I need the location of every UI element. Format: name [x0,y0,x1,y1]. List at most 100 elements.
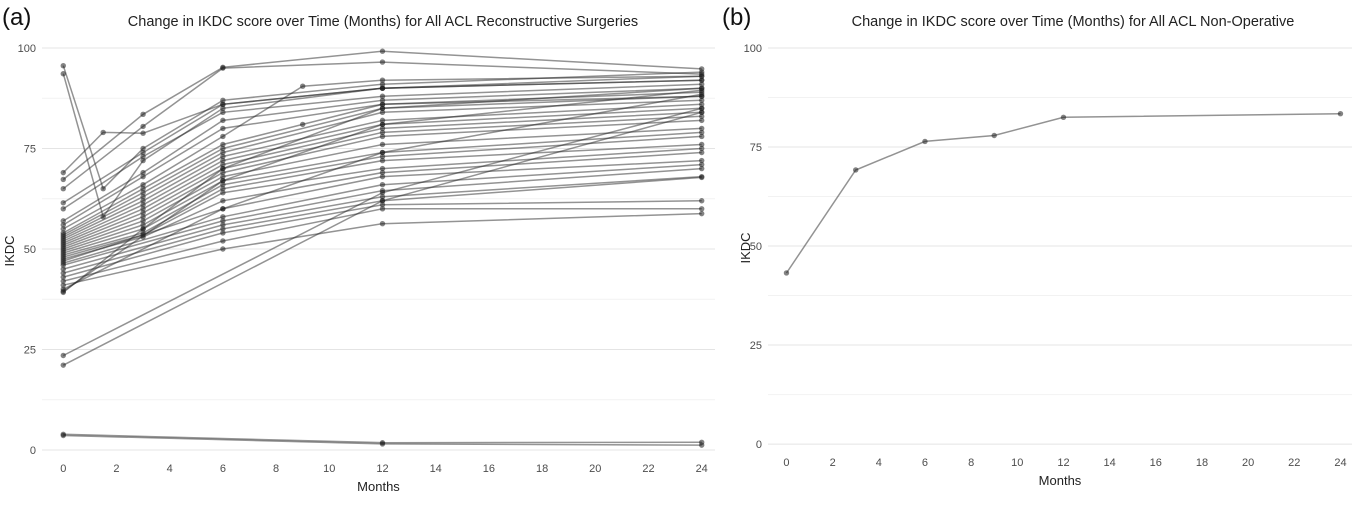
y-tick-label: 0 [30,445,36,457]
series-line [63,175,702,270]
data-point [100,129,106,136]
data-point [220,165,226,172]
series-line [63,167,702,266]
data-point [140,145,146,152]
data-point [60,432,66,439]
data-point [140,226,146,232]
data-point [379,105,386,112]
data-point [220,101,226,107]
data-point [698,161,705,168]
data-point [140,210,146,216]
x-axis-label: Months [357,479,400,494]
data-point [220,181,226,188]
data-point [140,157,146,164]
x-tick-label: 6 [220,463,226,475]
data-point [379,169,386,176]
data-point [379,81,386,87]
data-point [140,218,146,224]
y-tick-label: 25 [750,340,762,352]
data-point [379,198,386,204]
data-point [379,173,386,180]
data-point [220,206,226,212]
data-point [379,441,386,447]
data-point [698,73,705,79]
data-point [60,278,66,284]
data-point [379,149,386,156]
x-tick-label: 22 [1288,457,1300,469]
data-point [140,153,146,160]
data-point [379,133,386,140]
data-point [220,133,226,140]
data-point [379,85,386,91]
data-point [1060,114,1067,120]
data-point [991,132,997,139]
data-point [60,262,66,268]
series-line [62,65,702,191]
x-tick-label: 16 [1150,457,1162,469]
x-tick-label: 0 [60,463,66,475]
series-line [785,112,1341,274]
x-tick-label: 0 [783,457,789,469]
data-point [220,153,226,160]
x-tick-label: 14 [1104,457,1116,469]
data-point [379,220,386,227]
chart-title: Change in IKDC score over Time (Months) … [128,14,638,30]
y-tick-label: 100 [18,43,36,55]
data-point [60,266,66,272]
data-point [698,145,705,152]
x-tick-label: 8 [273,463,279,475]
data-point [140,169,146,176]
data-point [783,270,790,276]
data-point [698,66,705,72]
data-point [140,194,146,200]
data-point [140,190,146,196]
data-point [379,157,386,164]
data-point [60,226,66,232]
data-point [299,83,306,89]
data-point [220,198,226,204]
data-point [220,246,226,252]
panel-b-label: (b) [722,4,752,31]
data-point [220,185,226,192]
data-point [379,97,386,103]
series-line [62,95,702,234]
series-line [62,89,702,292]
data-point [60,289,66,296]
x-tick-label: 22 [642,463,654,475]
series-line [62,93,702,290]
x-tick-label: 12 [376,463,388,475]
data-point [60,206,66,212]
y-tick-label: 75 [24,144,36,156]
y-tick-label: 0 [756,439,762,451]
x-axis-label: Months [1039,473,1082,488]
data-point [220,169,226,176]
x-tick-label: 8 [968,457,974,469]
series-line [63,208,702,282]
x-tick-label: 18 [1196,457,1208,469]
data-point [698,101,705,107]
y-axis-label: IKDC [738,232,753,263]
data-point [698,109,705,116]
x-tick-label: 20 [1242,457,1254,469]
x-tick-label: 14 [430,463,442,475]
x-tick-label: 2 [113,463,119,475]
data-point [60,352,66,359]
data-point [379,125,386,132]
data-point [698,97,705,103]
x-tick-label: 4 [167,463,173,475]
data-point [299,121,306,128]
data-point [379,141,386,148]
data-point [60,282,66,288]
data-point [220,226,226,232]
x-tick-label: 12 [1057,457,1069,469]
data-point [140,173,146,180]
data-point [220,109,226,116]
data-point [60,222,66,228]
data-point [60,362,66,368]
chart-title: Change in IKDC score over Time (Months) … [852,14,1295,30]
data-point [60,63,66,69]
data-point [220,125,226,132]
data-point [922,138,928,145]
data-point [379,153,386,160]
